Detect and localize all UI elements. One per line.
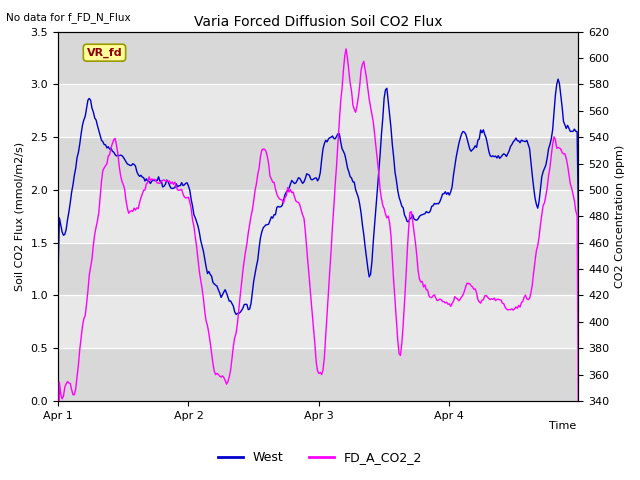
- Bar: [58, 84, 579, 137]
- Text: VR_fd: VR_fd: [86, 48, 122, 58]
- Bar: [58, 137, 579, 190]
- Y-axis label: CO2 Concentration (ppm): CO2 Concentration (ppm): [615, 144, 625, 288]
- Bar: [58, 190, 579, 243]
- Bar: [58, 348, 579, 401]
- Title: Varia Forced Diffusion Soil CO2 Flux: Varia Forced Diffusion Soil CO2 Flux: [194, 15, 442, 29]
- Text: No data for f_FD_N_Flux: No data for f_FD_N_Flux: [6, 12, 131, 23]
- Bar: [58, 32, 579, 84]
- Bar: [58, 296, 579, 348]
- X-axis label: Time: Time: [549, 421, 577, 432]
- Legend: West, FD_A_CO2_2: West, FD_A_CO2_2: [213, 446, 427, 469]
- Y-axis label: Soil CO2 Flux (mmol/m2/s): Soil CO2 Flux (mmol/m2/s): [15, 142, 25, 291]
- Bar: [58, 243, 579, 296]
